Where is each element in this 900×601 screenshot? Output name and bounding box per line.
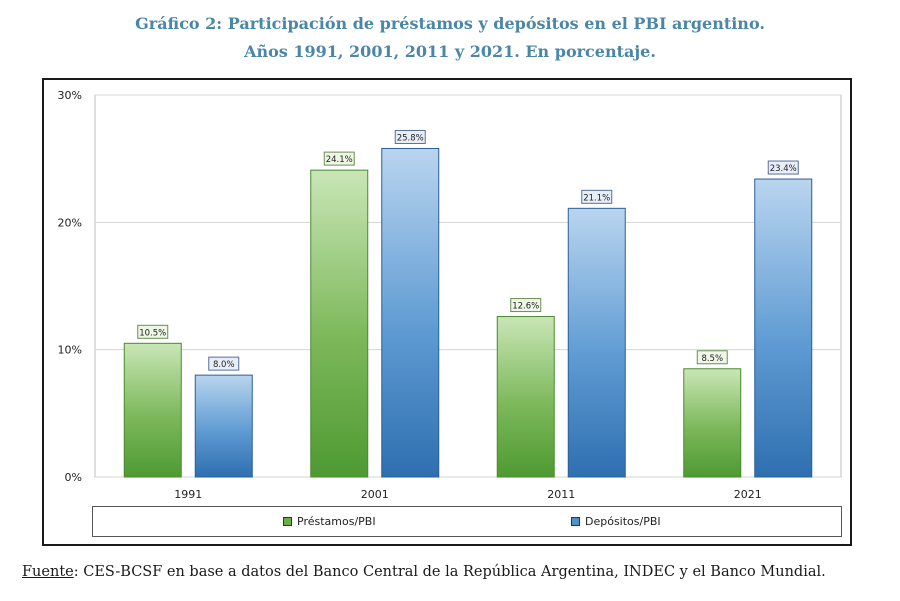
chart-frame bbox=[42, 78, 852, 546]
chart-title-line-1: Gráfico 2: Participación de préstamos y … bbox=[135, 14, 765, 33]
data-label: 21.1% bbox=[583, 193, 610, 203]
bar-prestamos bbox=[310, 169, 369, 478]
x-tick-label: 1991 bbox=[174, 488, 202, 501]
y-tick-label: 10% bbox=[58, 344, 82, 357]
data-label-box bbox=[323, 151, 355, 166]
legend-swatch-depositos bbox=[571, 517, 580, 526]
bar-prestamos bbox=[123, 342, 182, 478]
bar-prestamos bbox=[683, 368, 742, 478]
bar-depositos bbox=[194, 374, 253, 478]
legend-swatch-prestamos bbox=[283, 517, 292, 526]
data-label-box bbox=[696, 350, 728, 365]
x-tick-label: 2021 bbox=[734, 488, 762, 501]
x-tick-label: 2011 bbox=[547, 488, 575, 501]
data-label: 10.5% bbox=[139, 328, 166, 338]
data-label-box bbox=[394, 129, 426, 144]
data-label-box bbox=[510, 298, 542, 313]
y-tick-label: 30% bbox=[58, 89, 82, 102]
chart-title-line-2: Años 1991, 2001, 2011 y 2021. En porcent… bbox=[244, 42, 656, 61]
source-text: : CES-BCSF en base a datos del Banco Cen… bbox=[73, 564, 826, 580]
data-label-box bbox=[208, 356, 240, 371]
legend-item-prestamos: Préstamos/PBI bbox=[283, 515, 376, 528]
bar-depositos bbox=[381, 147, 440, 478]
source-note: Fuente: CES-BCSF en base a datos del Ban… bbox=[22, 564, 826, 580]
legend-label-depositos: Depósitos/PBI bbox=[585, 515, 661, 528]
bar-depositos bbox=[567, 207, 626, 478]
data-label-box bbox=[767, 160, 799, 175]
x-tick-label: 2001 bbox=[361, 488, 389, 501]
y-tick-label: 0% bbox=[65, 471, 82, 484]
data-label-box bbox=[581, 189, 613, 204]
legend-item-depositos: Depósitos/PBI bbox=[571, 515, 661, 528]
y-tick-label: 20% bbox=[58, 216, 82, 229]
bar-depositos bbox=[754, 178, 813, 478]
legend-label-prestamos: Préstamos/PBI bbox=[297, 515, 376, 528]
data-label: 8.0% bbox=[213, 360, 235, 370]
data-label: 23.4% bbox=[770, 164, 797, 174]
legend: Préstamos/PBI Depósitos/PBI bbox=[92, 506, 842, 537]
source-label: Fuente bbox=[22, 564, 74, 580]
data-label: 25.8% bbox=[397, 133, 424, 143]
data-label: 12.6% bbox=[512, 302, 539, 312]
data-label: 8.5% bbox=[701, 354, 723, 364]
data-label-box bbox=[137, 324, 169, 339]
data-label: 24.1% bbox=[326, 155, 353, 165]
bar-prestamos bbox=[496, 316, 555, 478]
